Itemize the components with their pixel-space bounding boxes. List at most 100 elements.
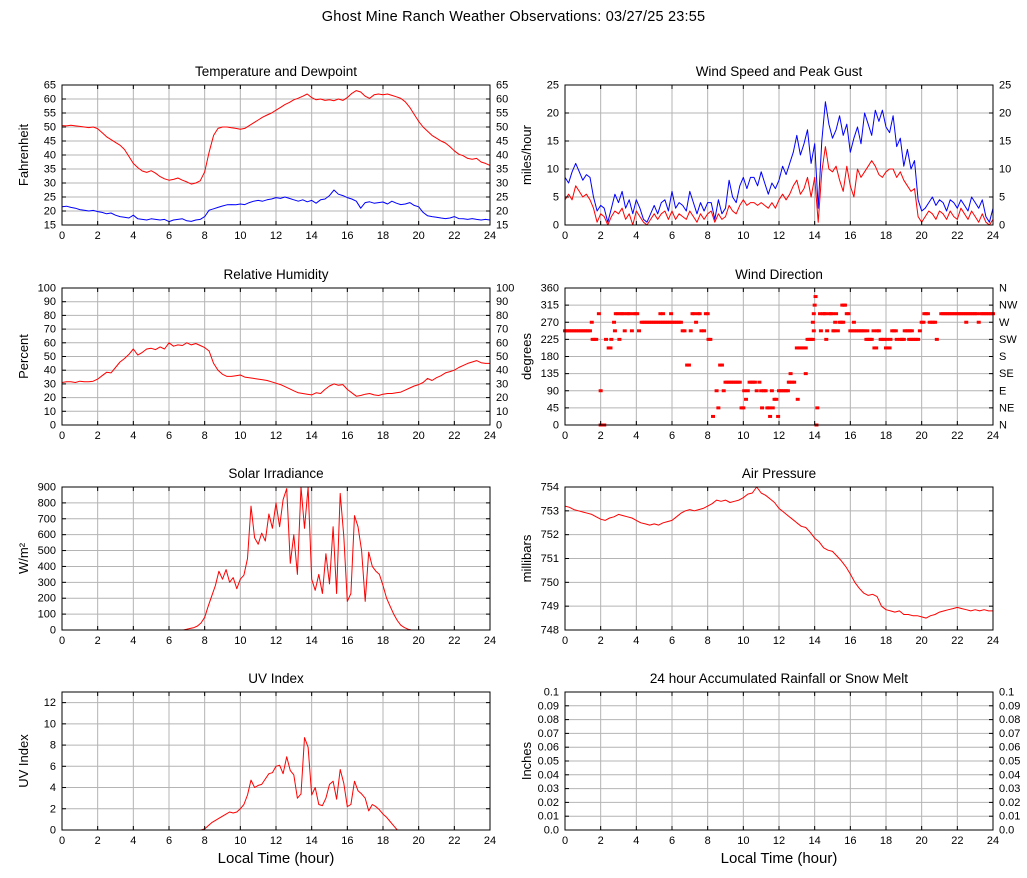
dewpoint-line bbox=[61, 189, 491, 223]
y-right-tick-label: SE bbox=[999, 368, 1014, 380]
x-tick-label: 0 bbox=[59, 835, 65, 847]
y-tick-label: 2 bbox=[50, 803, 56, 815]
y-right-tick-label: 35 bbox=[496, 164, 508, 176]
y-tick-label: 0.08 bbox=[538, 714, 559, 726]
x-tick-label: 4 bbox=[130, 230, 136, 242]
x-tick-label: 6 bbox=[669, 230, 675, 242]
x-tick-label: 2 bbox=[598, 835, 604, 847]
x-tick-label: 12 bbox=[773, 835, 785, 847]
y-axis-label: millibars bbox=[519, 534, 534, 582]
y-tick-label: 749 bbox=[541, 601, 559, 613]
y-right-tick-label: 10 bbox=[496, 406, 508, 418]
y-tick-label: 0 bbox=[50, 420, 56, 432]
y-right-tick-label: 30 bbox=[496, 378, 508, 390]
x-tick-label: 20 bbox=[413, 430, 425, 442]
x-tick-label: 2 bbox=[598, 230, 604, 242]
peak-gust-line bbox=[564, 101, 994, 223]
chart-title: UV Index bbox=[248, 671, 304, 686]
y-tick-label: 50 bbox=[44, 122, 56, 134]
x-tick-label: 18 bbox=[880, 230, 892, 242]
y-tick-label: 0 bbox=[50, 825, 56, 837]
y-tick-label: 70 bbox=[44, 324, 56, 336]
chart-humidity-series bbox=[61, 342, 491, 397]
x-tick-label: 2 bbox=[598, 635, 604, 647]
x-tick-label: 16 bbox=[844, 230, 856, 242]
x-tick-label: 0 bbox=[562, 430, 568, 442]
x-tick-label: 16 bbox=[844, 635, 856, 647]
y-right-tick-label: 25 bbox=[999, 80, 1011, 92]
x-tick-label: 8 bbox=[202, 230, 208, 242]
x-tick-label: 20 bbox=[413, 835, 425, 847]
y-tick-label: 600 bbox=[38, 529, 56, 541]
wind-direction-points bbox=[563, 295, 995, 427]
chart-rain: 0 2 4 6 8 10 12 14 16 18 20 22 240.00.010.020.030.04… bbox=[519, 671, 1020, 867]
x-axis-label: Local Time (hour) bbox=[218, 850, 335, 867]
x-tick-label: 2 bbox=[95, 835, 101, 847]
temperature-line bbox=[61, 90, 491, 185]
y-right-tick-label: 40 bbox=[496, 150, 508, 162]
y-tick-label: 8 bbox=[50, 740, 56, 752]
x-tick-label: 0 bbox=[59, 430, 65, 442]
x-tick-label: 18 bbox=[880, 635, 892, 647]
y-tick-label: 90 bbox=[44, 296, 56, 308]
y-axis-label: miles/hour bbox=[519, 124, 534, 185]
x-tick-label: 24 bbox=[484, 430, 496, 442]
chart-temperature: 0 2 4 6 8 10 12 14 16 18 20 22 241520253035404550556… bbox=[16, 64, 508, 242]
y-tick-label: 0 bbox=[553, 220, 559, 232]
x-tick-label: 24 bbox=[484, 230, 496, 242]
y-right-tick-label: 65 bbox=[496, 80, 508, 92]
x-tick-label: 8 bbox=[202, 835, 208, 847]
y-right-tick-label: SW bbox=[999, 334, 1017, 346]
y-tick-label: 0.06 bbox=[538, 742, 559, 754]
x-tick-label: 22 bbox=[951, 230, 963, 242]
y-right-tick-label: 0.03 bbox=[999, 783, 1020, 795]
y-right-tick-label: 20 bbox=[496, 392, 508, 404]
y-tick-label: 180 bbox=[541, 351, 559, 363]
chart-title: Wind Direction bbox=[735, 267, 823, 282]
x-tick-label: 22 bbox=[951, 635, 963, 647]
y-right-tick-label: 0.05 bbox=[999, 756, 1020, 768]
x-tick-label: 24 bbox=[987, 430, 999, 442]
y-right-tick-label: 70 bbox=[496, 324, 508, 336]
y-tick-label: 0.09 bbox=[538, 700, 559, 712]
y-right-tick-label: 0 bbox=[999, 220, 1005, 232]
y-axis-label: Fahrenheit bbox=[16, 124, 31, 187]
x-tick-label: 18 bbox=[377, 430, 389, 442]
y-tick-label: 30 bbox=[44, 378, 56, 390]
y-tick-label: 25 bbox=[44, 192, 56, 204]
chart-title: Solar Irradiance bbox=[228, 466, 323, 481]
y-tick-label: 30 bbox=[44, 178, 56, 190]
y-tick-label: 10 bbox=[44, 718, 56, 730]
x-tick-label: 16 bbox=[341, 835, 353, 847]
y-tick-label: 35 bbox=[44, 164, 56, 176]
y-right-tick-label: 25 bbox=[496, 192, 508, 204]
y-right-tick-label: 55 bbox=[496, 108, 508, 120]
x-tick-label: 12 bbox=[270, 835, 282, 847]
x-tick-label: 14 bbox=[306, 430, 318, 442]
x-tick-label: 8 bbox=[202, 430, 208, 442]
chart-temperature-series bbox=[61, 90, 491, 223]
x-tick-label: 16 bbox=[341, 430, 353, 442]
y-tick-label: 20 bbox=[44, 392, 56, 404]
y-tick-label: 55 bbox=[44, 108, 56, 120]
y-right-tick-label: 90 bbox=[496, 296, 508, 308]
y-right-tick-label: 50 bbox=[496, 351, 508, 363]
y-tick-label: 100 bbox=[38, 609, 56, 621]
x-tick-label: 22 bbox=[951, 430, 963, 442]
y-tick-label: 0 bbox=[553, 420, 559, 432]
page-title: Ghost Mine Ranch Weather Observations: 0… bbox=[321, 9, 706, 25]
x-tick-label: 12 bbox=[270, 430, 282, 442]
x-tick-label: 6 bbox=[166, 835, 172, 847]
y-tick-label: 20 bbox=[547, 108, 559, 120]
x-tick-label: 14 bbox=[306, 635, 318, 647]
x-tick-label: 14 bbox=[306, 230, 318, 242]
y-right-tick-label: 0.1 bbox=[999, 687, 1014, 699]
x-tick-label: 2 bbox=[95, 430, 101, 442]
x-tick-label: 10 bbox=[737, 230, 749, 242]
y-tick-label: 0.05 bbox=[538, 756, 559, 768]
y-tick-label: 50 bbox=[44, 351, 56, 363]
x-tick-label: 12 bbox=[773, 430, 785, 442]
y-right-tick-label: 50 bbox=[496, 122, 508, 134]
x-tick-label: 24 bbox=[987, 230, 999, 242]
y-tick-label: 300 bbox=[38, 577, 56, 589]
